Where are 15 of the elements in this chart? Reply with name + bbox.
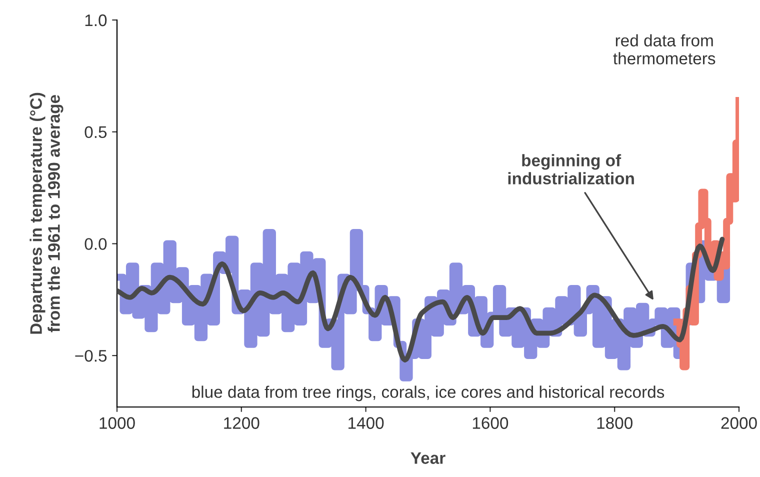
y-tick-label: 0.0: [84, 238, 107, 250]
annotation: beginning of industrialization: [508, 154, 634, 184]
x-axis-title: Year: [410, 452, 446, 464]
x-tick-label: 1600: [472, 417, 508, 429]
y-axis-title: Departures in temperature (°C) from the 1961 to 1990 average: [30, 92, 64, 334]
x-tick-label: 2000: [721, 417, 757, 429]
x-tick-label: 1200: [224, 417, 260, 429]
annotation: red data from thermometers: [613, 34, 716, 64]
x-tick-label: 1400: [348, 417, 384, 429]
y-tick-label: −0.5: [75, 350, 107, 362]
y-tick-label: 1.0: [85, 14, 107, 26]
x-tick-label: 1000: [100, 417, 135, 429]
x-tick-label: 1800: [597, 417, 632, 429]
y-tick-label: 0.5: [84, 126, 107, 138]
annotation: blue data from tree rings, corals, ice cores and historical records: [192, 386, 664, 402]
